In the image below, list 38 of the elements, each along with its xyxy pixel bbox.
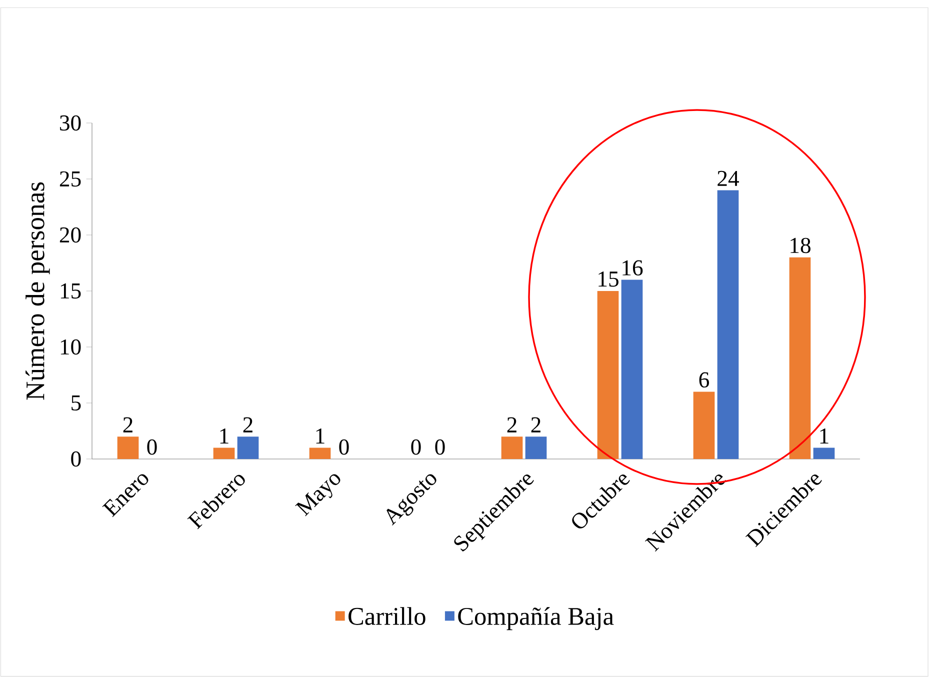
y-tick-label: 15 (60, 283, 81, 299)
y-tick-label: 20 (60, 227, 81, 243)
y-tick-label: 25 (60, 171, 81, 187)
data-label: 2 (531, 417, 540, 432)
bar (525, 436, 547, 459)
y-tick-label: 10 (60, 339, 81, 355)
legend-label: Compañía Baja (458, 607, 614, 630)
data-label: 1 (220, 428, 228, 444)
bar (237, 436, 259, 459)
bar (117, 436, 139, 459)
data-label: 2 (243, 417, 252, 432)
y-axis-title: Número de personas (26, 182, 50, 400)
data-label: 1 (316, 428, 324, 444)
bar (621, 280, 643, 459)
bar (501, 436, 523, 459)
bar (213, 448, 235, 459)
legend-label: Carrillo (348, 607, 426, 625)
data-label: 6 (699, 372, 709, 388)
data-label: 24 (718, 170, 739, 186)
data-label: 1 (820, 428, 828, 444)
bar (693, 392, 715, 459)
data-label: 18 (790, 238, 810, 254)
data-label: 2 (507, 417, 516, 432)
bar (813, 448, 835, 459)
y-tick-label: 30 (60, 115, 81, 131)
data-label: 16 (622, 260, 643, 276)
data-label: 2 (123, 417, 132, 432)
y-tick-label: 5 (72, 395, 81, 411)
bar (309, 448, 331, 459)
data-label: 0 (339, 439, 349, 455)
data-label: 0 (435, 439, 445, 455)
bar (597, 290, 619, 459)
data-label: 15 (598, 272, 618, 287)
y-tick-label: 0 (71, 451, 81, 467)
data-label: 0 (411, 439, 421, 455)
bar (789, 257, 811, 459)
bar (717, 190, 739, 459)
data-label: 0 (147, 439, 157, 455)
